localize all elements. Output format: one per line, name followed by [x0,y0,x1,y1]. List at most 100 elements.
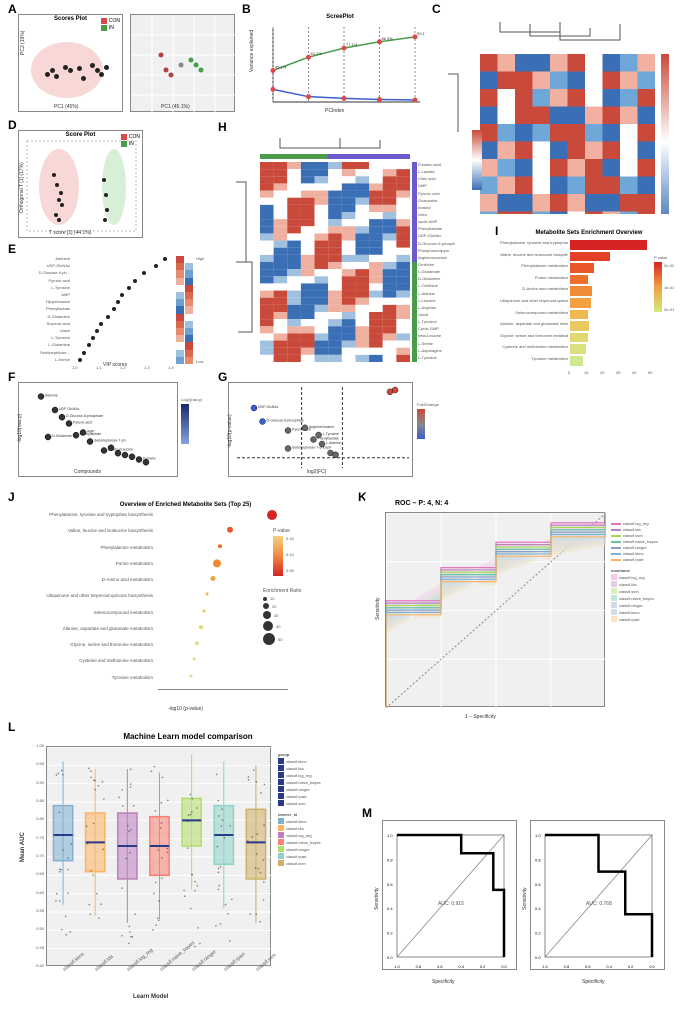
pa-legend: CON IN [101,17,120,32]
lg: IN [109,25,114,31]
label-l: L [8,720,15,734]
panel-k: ROC – P: 4, N: 4 1 – Specificity Sensiti… [365,500,677,720]
pf-leg: Log2(raw.p) [181,397,213,444]
pd-xl: T score [1] (44.1%) [49,230,91,236]
svg-text:1.0: 1.0 [394,964,400,969]
pl-yl: Mean AUC [20,832,26,862]
svg-text:0.6: 0.6 [585,964,591,969]
svg-text:D-Glucose-6-phosphate: D-Glucose-6-phosphate [267,419,304,423]
pe-xl: VIP scores [103,362,127,368]
pl-xl: Learn Model [133,994,168,1000]
pm1-auc: AUC: 0.915 [438,901,464,907]
svg-text:0.4: 0.4 [458,964,464,969]
svg-text:0.0: 0.0 [501,964,507,969]
svg-text:Sedoheptulose-7-ph: Sedoheptulose-7-ph [94,439,126,443]
svg-text:0.6: 0.6 [437,964,443,969]
pk-t: ROC – P: 4, N: 4 [395,500,677,507]
svg-text:0.8: 0.8 [387,857,393,862]
svg-text:45.1%: 45.1% [275,65,287,70]
svg-text:1.0: 1.0 [535,833,541,838]
panel-l: Machine Learn model comparison 0.400.450… [18,732,358,1002]
panel-b: ScreePlot 45.1% 64.2% 77.1% 86.3% 93.1% PCIn… [255,14,425,114]
svg-text:0.0: 0.0 [387,955,393,960]
svg-text:0.4: 0.4 [606,964,612,969]
svg-text:Arginine/Inosine: Arginine/Inosine [309,425,334,429]
pg-yl: -log10(p-value) [227,414,233,448]
panel-f: Adenine UDP-GlcNAc D-Glucose-6-phosphate Py… [18,382,213,488]
svg-text:0.8: 0.8 [564,964,570,969]
lg: IN [129,141,134,147]
svg-text:0.8: 0.8 [535,857,541,862]
svg-text:D-Glucose-6-phosphate: D-Glucose-6-phosphate [66,414,103,418]
panel-d: Score Plot T score [1] (44.1%) Orthogona… [18,130,143,238]
pf-yl: -log10(raw.p) [17,414,23,443]
pl-t: Machine Learn model comparison [18,732,358,741]
panel-m: 1.0 0.8 0.6 0.4 0.2 0.0 0.0 0.2 0.4 0.6 0.8 1.0 AUC… [372,820,672,995]
pm-xl2: Specificity [582,979,605,985]
svg-text:Pyruvic acid: Pyruvic acid [73,421,92,425]
lg: CON [129,134,140,140]
pm-xl1: Specificity [432,979,455,985]
svg-text:L-Tyrosine: L-Tyrosine [323,432,339,436]
svg-text:D-Glutamine: D-Glutamine [52,434,72,438]
label-d: D [8,118,17,132]
pb-xl: PCIndex [325,108,344,114]
pm2-auc: AUC: 0.768 [586,901,612,907]
panel-i: Metabolite Sets Enrichment Overview Phen… [500,230,678,395]
svg-text:0.2: 0.2 [480,964,486,969]
par-xl: PC1 (45.1%) [161,104,190,110]
svg-text:1.0: 1.0 [387,833,393,838]
panel-e: AdenineUDP-GlcNAcD-Glucose 6-ph...Pyruvi… [18,256,208,368]
svg-text:0.0: 0.0 [535,955,541,960]
svg-text:0.4: 0.4 [387,906,393,911]
pm-yl1: Sensitivity [374,887,380,910]
svg-text:77.1%: 77.1% [346,42,358,47]
pg-lt: FoldChange [417,402,453,407]
svg-text:93.1%: 93.1% [417,31,425,36]
label-h: H [218,120,227,134]
svg-text:Sedoheptulose-7-phosph: Sedoheptulose-7-phosph [292,446,331,450]
panel-g: UDP-GlcNAcD-Glucose-6-phosphatePyruvic a… [228,382,453,488]
pm-yl2: Sensitivity [522,887,528,910]
label-g: G [218,370,227,384]
label-i: I [495,224,498,238]
label-j: J [8,490,15,504]
svg-text:UDP-GlcNAc: UDP-GlcNAc [258,405,279,409]
pj-xl: -log10 (p-value) [168,706,203,712]
pl-leg: groupclassif.kknnclassif.ldaclassif.log_… [278,752,358,867]
panel-a: Scores Plot PC1 (45%) PC2 (19%) CON IN P… [18,14,238,114]
panel-h: Fumaric acidL-LactateCitric acidUMPPyruv… [230,132,480,370]
svg-text:0.2: 0.2 [628,964,634,969]
svg-text:64.2%: 64.2% [311,51,323,56]
svg-text:AMP: AMP [87,430,95,434]
lg: CON [109,18,120,24]
pg-xl: log2(FC) [307,469,326,475]
svg-text:1.0: 1.0 [542,964,548,969]
pb-yl: Variance explained [249,30,255,72]
pk-xl: 1 – Specificity [465,714,496,720]
pg-leg: FoldChange [417,402,453,439]
svg-text:0.6: 0.6 [535,882,541,887]
svg-text:86.3%: 86.3% [382,36,394,41]
svg-text:0.4: 0.4 [535,906,541,911]
pk-leg: classif.log_regclassif.ldaclassif.svmcla… [611,520,677,623]
svg-text:0.6: 0.6 [387,882,393,887]
label-e: E [8,242,16,256]
svg-text:UDP-GlcNAc: UDP-GlcNAc [59,407,80,411]
svg-text:Adenine: Adenine [45,394,58,398]
pf-lt: Log2(raw.p) [181,397,213,402]
pb-title: ScreePlot [255,14,425,20]
pa-ylabel: PC2 (19%) [20,31,26,55]
svg-text:L-Alanine: L-Alanine [326,441,341,445]
pi-t: Metabolite Sets Enrichment Overview [500,230,678,236]
label-a: A [8,2,17,16]
pk-yl: Sensitivity [375,597,381,620]
svg-text:0.2: 0.2 [387,931,393,936]
svg-text:0.0: 0.0 [649,964,655,969]
pd-leg: CON IN [121,133,140,148]
pf-xl: Compounds [74,469,101,475]
label-m: M [362,806,372,820]
panel-j: Overview of Enriched Metabolite Sets (To… [18,502,353,712]
pd-yl: Orthogonal T [1] (17%) [19,162,25,213]
svg-text:0.2: 0.2 [535,931,541,936]
